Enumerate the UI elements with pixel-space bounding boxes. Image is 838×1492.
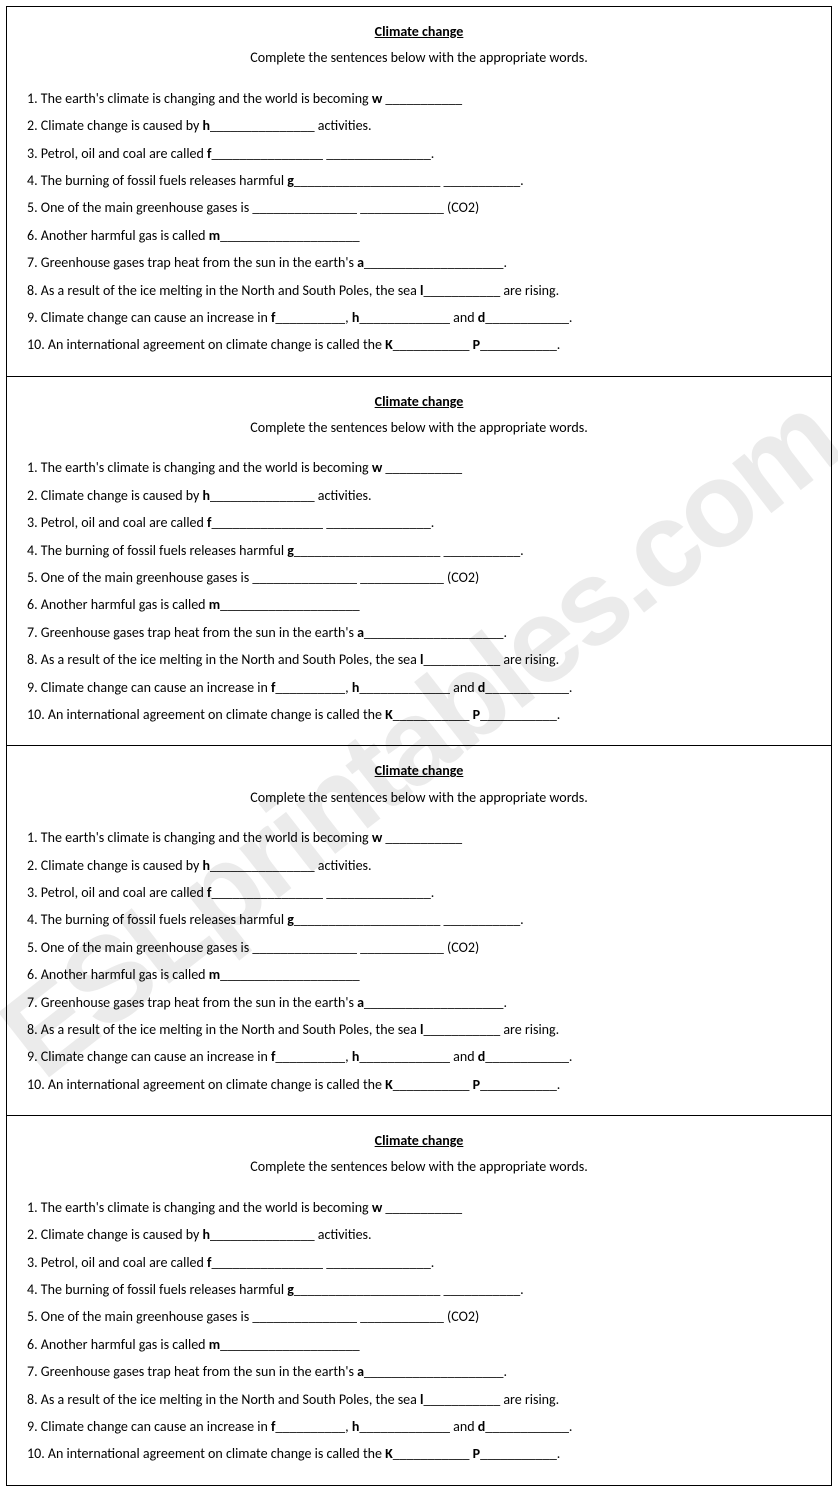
question-item: 4. The burning of fossil fuels releases … (27, 909, 811, 931)
question-item: 2. Climate change is caused by h________… (27, 855, 811, 877)
question-item: 7. Greenhouse gases trap heat from the s… (27, 1361, 811, 1383)
section-title: Climate change (27, 1130, 811, 1152)
question-item: 4. The burning of fossil fuels releases … (27, 170, 811, 192)
question-item: 2. Climate change is caused by h________… (27, 115, 811, 137)
question-item: 9. Climate change can cause an increase … (27, 1046, 811, 1068)
question-item: 3. Petrol, oil and coal are called f____… (27, 882, 811, 904)
question-item: 4. The burning of fossil fuels releases … (27, 1279, 811, 1301)
section-subtitle: Complete the sentences below with the ap… (27, 417, 811, 439)
worksheet-section: Climate change Complete the sentences bel… (6, 1116, 832, 1486)
question-item: 9. Climate change can cause an increase … (27, 677, 811, 699)
question-item: 4. The burning of fossil fuels releases … (27, 540, 811, 562)
section-subtitle: Complete the sentences below with the ap… (27, 47, 811, 69)
question-item: 3. Petrol, oil and coal are called f____… (27, 1252, 811, 1274)
question-item: 3. Petrol, oil and coal are called f____… (27, 512, 811, 534)
question-item: 9. Climate change can cause an increase … (27, 1416, 811, 1438)
question-item: 9. Climate change can cause an increase … (27, 307, 811, 329)
question-item: 7. Greenhouse gases trap heat from the s… (27, 252, 811, 274)
section-title: Climate change (27, 760, 811, 782)
section-subtitle: Complete the sentences below with the ap… (27, 787, 811, 809)
question-item: 7. Greenhouse gases trap heat from the s… (27, 622, 811, 644)
worksheet-section: Climate change Complete the sentences bel… (6, 377, 832, 747)
question-item: 8. As a result of the ice melting in the… (27, 1019, 811, 1041)
question-item: 6. Another harmful gas is called m______… (27, 1334, 811, 1356)
question-item: 1. The earth's climate is changing and t… (27, 88, 811, 110)
question-item: 10. An international agreement on climat… (27, 1074, 811, 1096)
question-item: 1. The earth's climate is changing and t… (27, 827, 811, 849)
question-item: 6. Another harmful gas is called m______… (27, 225, 811, 247)
question-item: 5. One of the main greenhouse gases is _… (27, 197, 811, 219)
sections-container: Climate change Complete the sentences bel… (6, 6, 832, 1486)
section-subtitle: Complete the sentences below with the ap… (27, 1156, 811, 1178)
question-item: 1. The earth's climate is changing and t… (27, 457, 811, 479)
question-item: 10. An international agreement on climat… (27, 704, 811, 726)
question-item: 2. Climate change is caused by h________… (27, 485, 811, 507)
question-item: 2. Climate change is caused by h________… (27, 1224, 811, 1246)
question-item: 8. As a result of the ice melting in the… (27, 1389, 811, 1411)
question-item: 6. Another harmful gas is called m______… (27, 964, 811, 986)
question-item: 5. One of the main greenhouse gases is _… (27, 1306, 811, 1328)
worksheet-section: Climate change Complete the sentences bel… (6, 746, 832, 1116)
question-item: 8. As a result of the ice melting in the… (27, 649, 811, 671)
question-item: 10. An international agreement on climat… (27, 1443, 811, 1465)
question-item: 5. One of the main greenhouse gases is _… (27, 937, 811, 959)
section-title: Climate change (27, 21, 811, 43)
worksheet-section: Climate change Complete the sentences bel… (6, 6, 832, 377)
section-title: Climate change (27, 391, 811, 413)
question-item: 8. As a result of the ice melting in the… (27, 280, 811, 302)
question-item: 3. Petrol, oil and coal are called f____… (27, 143, 811, 165)
question-item: 1. The earth's climate is changing and t… (27, 1197, 811, 1219)
question-item: 6. Another harmful gas is called m______… (27, 594, 811, 616)
question-item: 10. An international agreement on climat… (27, 334, 811, 356)
worksheet-page: Climate change Complete the sentences bel… (0, 0, 838, 1492)
question-item: 5. One of the main greenhouse gases is _… (27, 567, 811, 589)
question-item: 7. Greenhouse gases trap heat from the s… (27, 992, 811, 1014)
